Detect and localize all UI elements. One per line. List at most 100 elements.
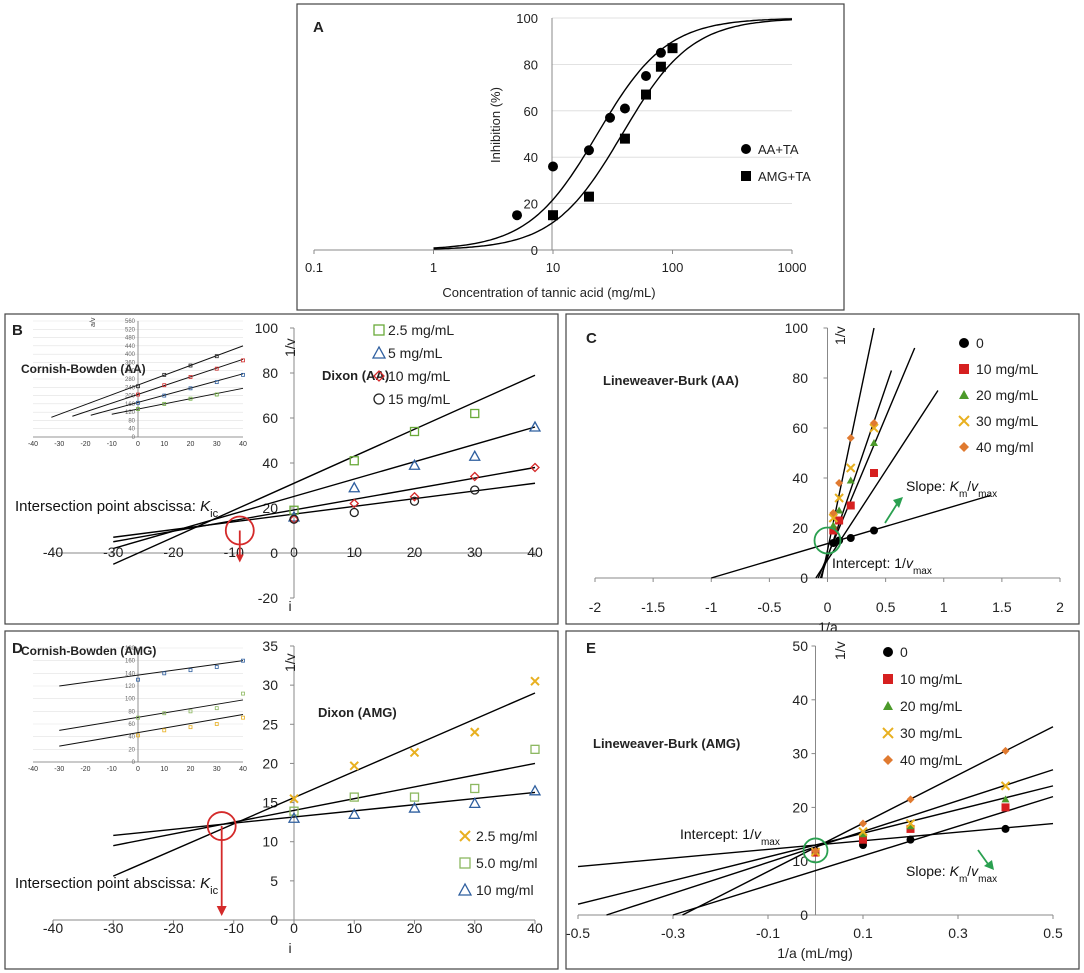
inset-y-tick-label: 160: [125, 659, 136, 665]
inset-x-tick-label: -40: [28, 766, 38, 773]
fit-line-0: [112, 374, 536, 565]
panel-b-group: -40 -30 -20 -10 0 10 20 30 40-20020406080100BDix…: [4, 313, 559, 625]
inset-y-tick-label: 120: [125, 410, 136, 416]
inset-data-point: [162, 383, 167, 388]
panel-d-inset-group: 0 20 40 60 80 100 120 140 160 180 -40 -30 -20 -10 0 10 2…: [21, 644, 247, 773]
data-point: [349, 456, 359, 466]
data-point: [870, 526, 878, 535]
legend-label: 0: [900, 644, 908, 660]
data-point: [1001, 824, 1010, 833]
x-tick-label: 20: [407, 920, 423, 936]
data-point: [287, 811, 301, 823]
x-axis-label: i: [288, 940, 291, 956]
y-axis-label: 1/v: [282, 338, 298, 357]
legend-marker: [373, 393, 385, 405]
slope-label: Slope: Km/vmax: [906, 863, 997, 885]
data-point: [408, 801, 421, 813]
panel-b-label: B: [12, 322, 23, 339]
slope-arrow: [977, 849, 989, 865]
inset-y-tick-label: 80: [128, 709, 135, 715]
inset-x-tick-label: 10: [160, 766, 168, 773]
y-axis-label: 1/v: [282, 653, 298, 672]
fit-line-4: [682, 726, 1054, 916]
legend-marker: [457, 882, 473, 896]
data-point: [869, 423, 879, 433]
fit-line-0: [112, 692, 536, 877]
legend-marker: [958, 415, 970, 427]
inset-data-point: [136, 715, 140, 720]
data-point: [349, 498, 360, 509]
data-point: [870, 419, 878, 427]
x-axis-label: Concentration of tannic acid (mg/mL): [442, 285, 655, 300]
data-point: [289, 793, 299, 804]
y-tick-label: 20: [262, 755, 278, 771]
legend-label: AMG+TA: [758, 169, 811, 184]
data-point: [289, 806, 299, 816]
inset-data-point: [214, 366, 219, 371]
legend-marker: [459, 830, 471, 842]
fit-line-3: [113, 482, 536, 538]
x-axis-label: 1/a (mL/mg): [777, 945, 852, 961]
inset-data-point: [188, 386, 193, 391]
data-point: [846, 476, 855, 484]
intercept-label: Intercept: 1/vmax: [680, 826, 780, 848]
fit-line-3: [606, 769, 1054, 916]
inset-y-tick-label: 560: [125, 319, 136, 325]
inset-data-point: [188, 396, 193, 401]
panel-a-group: A 0.1 1 10 100 1000 0 20 40 60 80 100 Concentration …: [296, 3, 845, 311]
legend-marker: [741, 144, 751, 154]
y-tick-label: 35: [262, 638, 278, 654]
x-tick-label: 0.1: [305, 260, 323, 275]
inset-data-point: [136, 407, 140, 411]
inset-y-tick-label: 480: [125, 336, 136, 342]
data-point: [349, 792, 359, 802]
inset-y-axis-label: a/v: [90, 317, 97, 327]
x-tick-label: 1000: [778, 260, 807, 275]
x-tick-label: 0.5: [1043, 925, 1063, 941]
data-point: [859, 835, 867, 844]
y-tick-label: 80: [262, 365, 278, 381]
panel-c-label: C: [586, 330, 597, 347]
inset-x-tick-label: 30: [213, 766, 221, 773]
inset-data-point: [136, 400, 140, 405]
data-point: [905, 818, 916, 829]
legend-marker: [882, 727, 894, 739]
x-tick-label: 2: [1056, 599, 1064, 615]
intersection-arrowhead: [216, 906, 227, 916]
data-point: [408, 458, 421, 470]
panel-d-group: -40 -30 -20 -10 0 10 20 30 4005101520253035DDixo…: [4, 630, 559, 970]
inset-x-tick-label: -20: [80, 766, 90, 773]
y-tick-label: 30: [262, 677, 278, 693]
x-tick-label: 0.5: [876, 599, 896, 615]
data-point: [835, 479, 844, 487]
data-point: [829, 509, 838, 517]
y-tick-label: 80: [792, 370, 808, 386]
y-tick-label: 0: [270, 545, 278, 561]
legend-marker: [883, 674, 893, 684]
data-point: [470, 485, 480, 495]
x-tick-label: 1: [430, 260, 437, 275]
data-point: [835, 516, 844, 525]
inset-y-tick-label: 40: [128, 427, 135, 433]
inset-y-tick-label: 20: [128, 747, 135, 753]
y-tick-label: 100: [516, 11, 538, 26]
x-tick-label: -20: [163, 920, 183, 936]
y-tick-label: 0: [800, 570, 808, 586]
inset-fit-line-0: [111, 387, 244, 415]
data-point: [640, 71, 651, 81]
x-tick-label: 30: [467, 544, 483, 560]
data-point: [409, 426, 420, 437]
inset-data-point: [214, 665, 219, 669]
y-tick-label: 5: [270, 873, 278, 889]
data-point: [583, 191, 594, 202]
legend-label: 20 mg/mL: [976, 387, 1038, 403]
legend-label: 30 mg/mL: [900, 725, 962, 741]
legend-label: 5.0 mg/ml: [476, 855, 537, 871]
x-tick-label: -2: [589, 599, 602, 615]
x-tick-label: 40: [527, 544, 543, 560]
inset-data-point: [214, 392, 219, 397]
x-tick-label: 10: [346, 544, 362, 560]
panel-e-frame: [565, 630, 1080, 970]
chart-title: Lineweaver-Burk (AA): [603, 373, 739, 388]
